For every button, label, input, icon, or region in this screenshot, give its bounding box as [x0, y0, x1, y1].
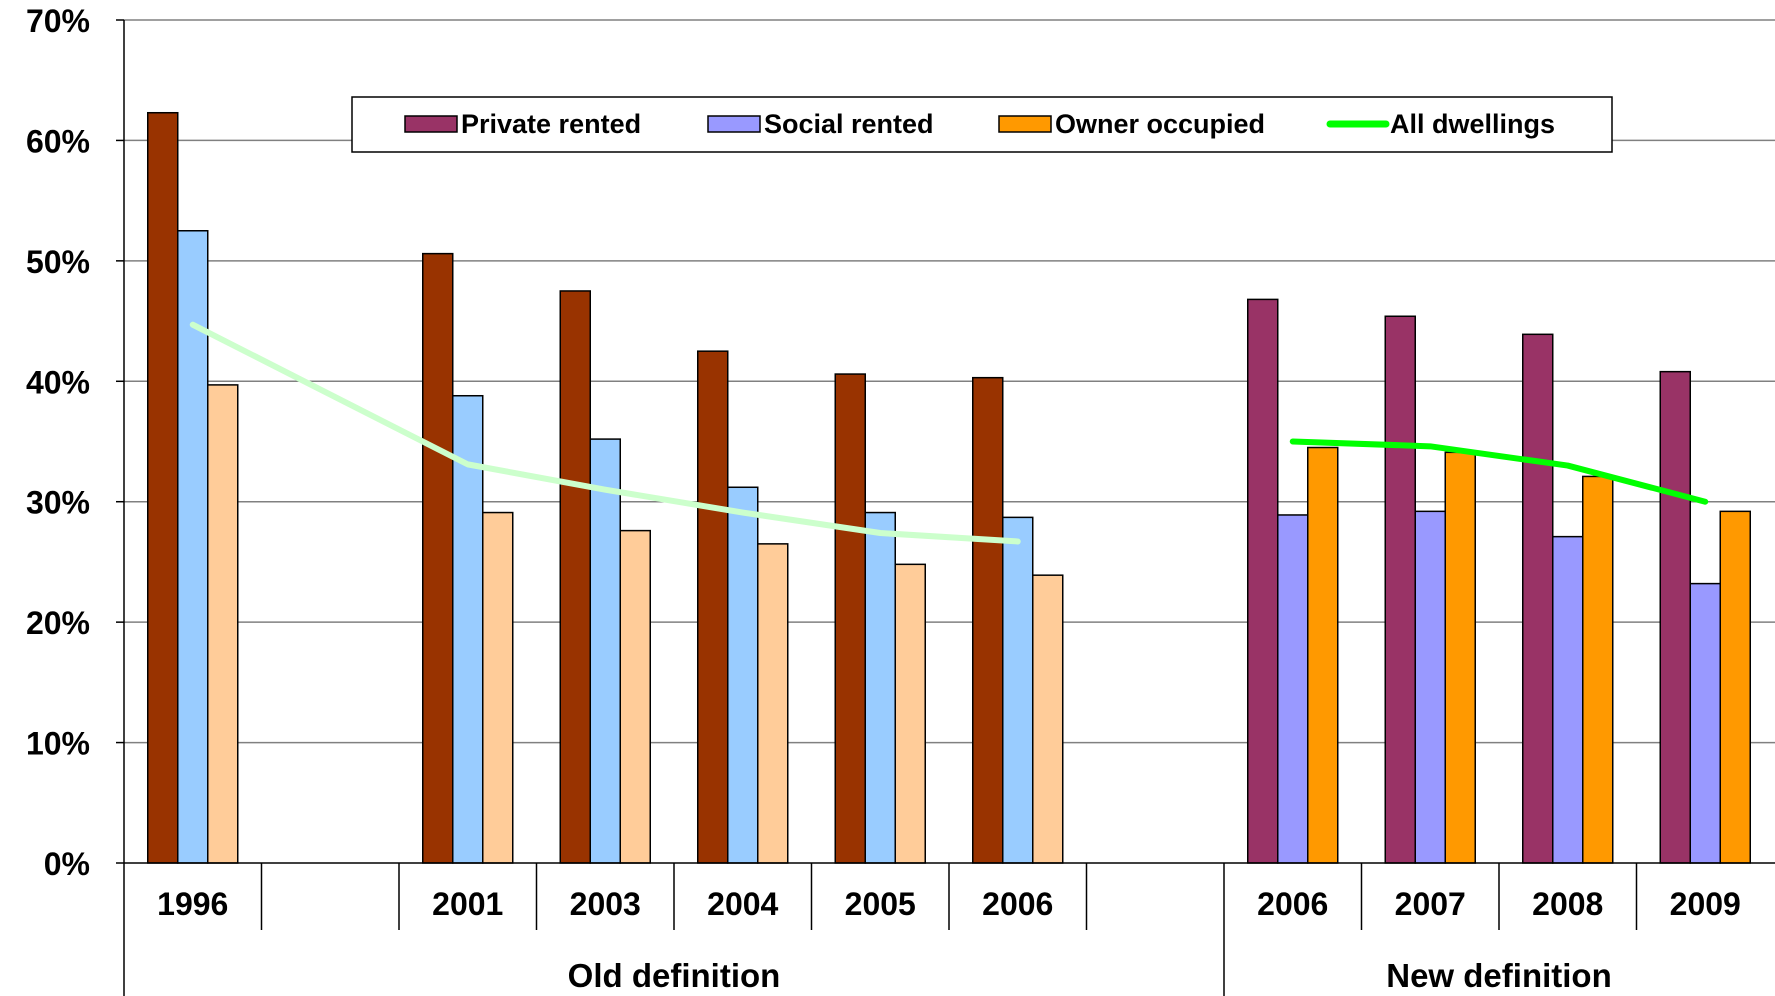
group-label: Old definition — [568, 957, 781, 994]
bar-private-rented — [422, 252, 454, 864]
y-tick-labels: 0% 10% 20% 30% 40% 50% 60% 70% — [26, 3, 124, 882]
bar-social-rented — [1002, 516, 1034, 864]
x-category-label: 2005 — [845, 886, 916, 922]
legend-swatch-private-rented — [404, 115, 458, 133]
bar-owner-occupied — [894, 563, 926, 864]
bar-social-rented — [452, 394, 484, 864]
bar-owner-occupied — [1444, 451, 1476, 864]
bar-private-rented — [147, 111, 179, 864]
x-category-label: 1996 — [157, 886, 228, 922]
bar-social-rented — [1689, 582, 1721, 864]
x-category-label: 2008 — [1532, 886, 1603, 922]
bar-private-rented — [834, 373, 866, 864]
bar-private-rented — [972, 376, 1004, 864]
x-category-label: 2001 — [432, 886, 503, 922]
bar-social-rented — [1552, 535, 1584, 864]
bar-private-rented — [1247, 298, 1279, 864]
bar-social-rented — [727, 486, 759, 864]
bar-private-rented — [1384, 315, 1416, 864]
bars — [147, 111, 1751, 864]
y-tick-label: 30% — [26, 485, 90, 521]
y-tick-label: 20% — [26, 605, 90, 641]
x-category-label: 2006 — [982, 886, 1053, 922]
group-label: New definition — [1386, 957, 1612, 994]
x-category-label: 2007 — [1395, 886, 1466, 922]
bar-private-rented — [559, 290, 591, 864]
legend-swatch-social-rented — [707, 115, 761, 133]
line-all-dwellings-old — [189, 321, 1021, 545]
legend-swatch-owner-occupied — [998, 115, 1052, 133]
bar-private-rented — [697, 350, 729, 864]
axes — [123, 20, 1775, 996]
x-category-label: 2009 — [1670, 886, 1741, 922]
bar-private-rented — [1659, 370, 1691, 864]
bar-owner-occupied — [1719, 510, 1751, 864]
legend-label-owner-occupied: Owner occupied — [1055, 109, 1265, 139]
legend: Private rented Social rented Owner occup… — [351, 96, 1613, 153]
y-tick-label: 40% — [26, 364, 90, 400]
y-tick-label: 60% — [26, 123, 90, 159]
all-dwellings-lines — [189, 321, 1709, 545]
legend-box — [351, 96, 1613, 153]
y-tick-label: 70% — [26, 3, 90, 39]
bar-private-rented — [1522, 333, 1554, 864]
bar-social-rented — [1414, 510, 1446, 864]
bar-owner-occupied — [1032, 574, 1064, 864]
bar-owner-occupied — [207, 384, 239, 864]
legend-label-social-rented: Social rented — [764, 109, 934, 139]
bar-owner-occupied — [482, 511, 514, 864]
bar-social-rented — [589, 438, 621, 864]
y-tick-label: 10% — [26, 726, 90, 762]
bar-owner-occupied — [757, 543, 789, 864]
bar-owner-occupied — [1307, 446, 1339, 864]
bar-owner-occupied — [619, 529, 651, 864]
bar-social-rented — [864, 511, 896, 864]
y-tick-label: 50% — [26, 244, 90, 280]
y-tick-label: 0% — [44, 846, 90, 882]
bar-social-rented — [1277, 514, 1309, 864]
x-category-labels: 1996 2001 2003 2004 2005 2006 2006 2007 2008 2009 — [157, 886, 1741, 922]
legend-label-all-dwellings: All dwellings — [1390, 109, 1555, 139]
bar-owner-occupied — [1582, 475, 1614, 864]
x-category-label: 2004 — [707, 886, 778, 922]
legend-label-private-rented: Private rented — [461, 109, 641, 139]
x-category-label: 2006 — [1257, 886, 1328, 922]
x-category-label: 2003 — [570, 886, 641, 922]
group-labels: Old definition New definition — [568, 957, 1612, 994]
line-all-dwellings-new — [1289, 438, 1709, 505]
